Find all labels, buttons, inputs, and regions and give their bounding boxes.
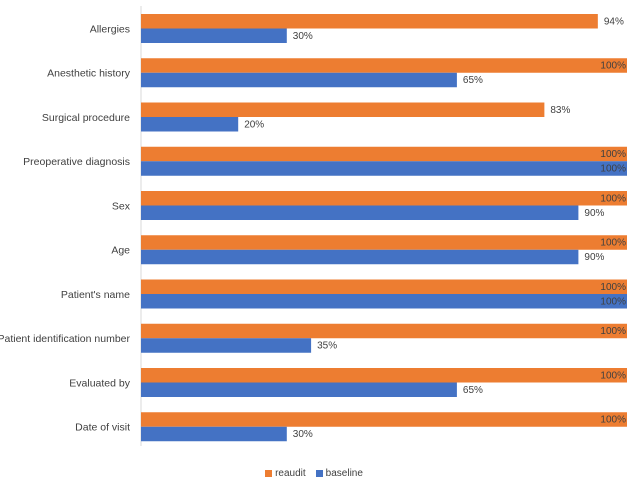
- category-label-preoperative-diagnosis: Preoperative diagnosis: [23, 156, 130, 168]
- category-label-patient-identification-number: Patient identification number: [0, 333, 130, 345]
- value-labels-group: 94% 30% 100% 65% 83% 20% 100% 100% 100% 90% 100% 90…: [244, 16, 626, 440]
- legend-item-baseline: baseline: [315, 467, 363, 479]
- legend-label-baseline: baseline: [325, 467, 363, 479]
- category-label-evaluated-by: Evaluated by: [69, 377, 130, 389]
- category-label-anesthetic-history: Anesthetic history: [47, 68, 131, 80]
- bar-reaudit-anesthetic-history: [141, 58, 627, 73]
- bar-reaudit-evaluated-by: [141, 368, 627, 383]
- value-label-reaudit-patient-identification-number: 100%: [600, 326, 626, 337]
- value-label-reaudit-patient-s-name: 100%: [600, 282, 626, 293]
- value-label-reaudit-evaluated-by: 100%: [600, 370, 626, 381]
- value-label-baseline-surgical-procedure: 20%: [244, 119, 264, 130]
- value-label-reaudit-allergies: 94%: [604, 16, 624, 27]
- value-label-reaudit-age: 100%: [600, 238, 626, 249]
- bar-reaudit-patient-s-name: [141, 279, 627, 294]
- category-label-allergies: Allergies: [90, 23, 130, 35]
- legend: reaudit baseline: [0, 466, 628, 480]
- bar-reaudit-allergies: [141, 14, 598, 29]
- value-label-reaudit-anesthetic-history: 100%: [600, 61, 626, 72]
- value-label-baseline-patient-identification-number: 35%: [317, 341, 337, 352]
- category-label-age: Age: [111, 245, 130, 257]
- category-label-surgical-procedure: Surgical procedure: [42, 112, 130, 124]
- legend-label-reaudit: reaudit: [275, 467, 306, 479]
- value-label-reaudit-preoperative-diagnosis: 100%: [600, 149, 626, 160]
- category-label-date-of-visit: Date of visit: [75, 422, 130, 434]
- bar-baseline-allergies: [141, 28, 287, 43]
- bar-baseline-preoperative-diagnosis: [141, 161, 627, 176]
- bar-baseline-anesthetic-history: [141, 72, 457, 88]
- bars-group: [141, 14, 627, 442]
- bar-reaudit-surgical-procedure: [141, 102, 545, 117]
- bar-baseline-patient-identification-number: [141, 338, 312, 353]
- bar-baseline-evaluated-by: [141, 382, 457, 397]
- value-label-baseline-allergies: 30%: [293, 31, 313, 42]
- bar-reaudit-date-of-visit: [141, 412, 627, 427]
- bar-reaudit-preoperative-diagnosis: [141, 146, 627, 162]
- category-label-sex: Sex: [112, 200, 131, 212]
- bar-reaudit-age: [141, 235, 627, 250]
- value-label-baseline-anesthetic-history: 65%: [463, 75, 483, 86]
- bar-baseline-patient-s-name: [141, 294, 627, 309]
- value-label-reaudit-surgical-procedure: 83%: [550, 105, 570, 116]
- value-label-baseline-sex: 90%: [584, 208, 604, 219]
- bar-baseline-age: [141, 249, 579, 265]
- bar-baseline-sex: [141, 205, 579, 220]
- value-label-baseline-patient-s-name: 100%: [600, 296, 626, 307]
- value-label-baseline-preoperative-diagnosis: 100%: [600, 164, 626, 175]
- value-label-baseline-age: 90%: [584, 252, 604, 263]
- bar-reaudit-patient-identification-number: [141, 323, 627, 339]
- legend-item-reaudit: reaudit: [265, 468, 306, 479]
- value-label-reaudit-date-of-visit: 100%: [600, 415, 626, 426]
- bar-reaudit-sex: [141, 191, 627, 206]
- bar-baseline-date-of-visit: [141, 426, 287, 442]
- bar-baseline-surgical-procedure: [141, 117, 239, 132]
- value-label-baseline-date-of-visit: 30%: [293, 429, 313, 440]
- legend-swatch-baseline: [315, 469, 323, 477]
- value-label-reaudit-sex: 100%: [600, 193, 626, 204]
- category-labels-group: Allergies Anesthetic history Surgical proc…: [0, 23, 131, 433]
- legend-swatch-reaudit: [265, 469, 273, 477]
- value-label-baseline-evaluated-by: 65%: [463, 385, 483, 396]
- category-label-patient-s-name: Patient's name: [61, 289, 130, 301]
